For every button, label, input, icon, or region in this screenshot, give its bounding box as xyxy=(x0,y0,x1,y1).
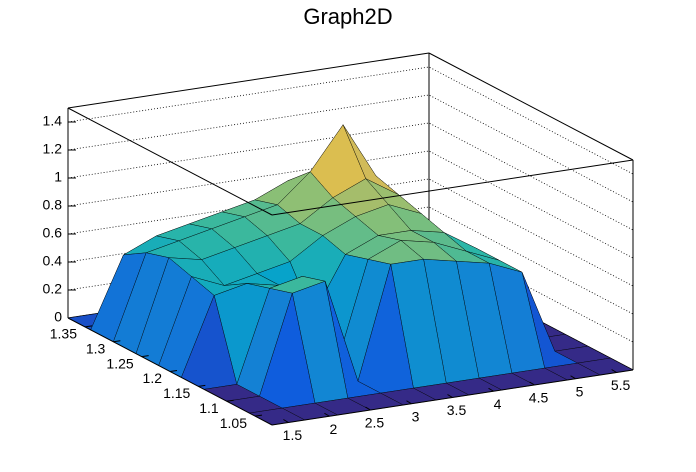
y-tick xyxy=(169,370,178,372)
z-tick-label: 0.8 xyxy=(43,197,63,213)
y-tick xyxy=(198,384,206,387)
box-edge xyxy=(67,52,430,109)
y-tick xyxy=(84,325,93,328)
x-tick xyxy=(447,394,453,398)
x-tick xyxy=(611,369,617,373)
y-tick-label: 1.25 xyxy=(106,355,133,371)
x-tick xyxy=(283,419,289,423)
x-tick xyxy=(570,375,576,380)
z-tick-label: 1.2 xyxy=(43,141,63,157)
y-tick-label: 1.1 xyxy=(199,400,219,416)
y-tick-label: 1.15 xyxy=(163,385,190,401)
chart-title: Graph2D xyxy=(303,4,392,29)
z-tick-label: 0.4 xyxy=(43,253,63,269)
y-tick-label: 1.05 xyxy=(220,415,247,431)
x-tick xyxy=(365,406,371,411)
z-tick-label: 1.4 xyxy=(43,113,63,129)
y-tick xyxy=(254,414,263,417)
x-tick-label: 5 xyxy=(576,383,584,399)
z-tick-label: 0.2 xyxy=(43,281,63,297)
x-tick-label: 1.5 xyxy=(283,427,303,443)
x-tick xyxy=(488,387,494,392)
x-tick-label: 3.5 xyxy=(447,402,467,418)
box-edge xyxy=(271,159,634,216)
y-tick xyxy=(226,399,234,402)
z-tick-label: 0.6 xyxy=(43,225,63,241)
z-tick-label: 1 xyxy=(54,169,62,185)
y-tick-label: 1.2 xyxy=(143,370,163,386)
x-tick xyxy=(529,381,535,386)
x-tick-label: 2 xyxy=(330,421,338,437)
x-tick-label: 2.5 xyxy=(365,415,385,431)
box-edge xyxy=(428,52,634,161)
y-tick xyxy=(141,355,149,358)
x-tick-label: 4.5 xyxy=(529,390,549,406)
x-tick-label: 5.5 xyxy=(611,377,631,393)
y-tick-label: 1.3 xyxy=(86,340,106,356)
x-tick-label: 3 xyxy=(412,408,420,424)
x-tick xyxy=(324,412,330,417)
x-tick-label: 4 xyxy=(494,396,502,412)
box-edge xyxy=(67,107,273,216)
y-tick xyxy=(113,340,121,343)
x-tick xyxy=(406,400,412,405)
z-tick-label: 0 xyxy=(54,309,62,325)
y-tick-label: 1.35 xyxy=(50,326,77,342)
